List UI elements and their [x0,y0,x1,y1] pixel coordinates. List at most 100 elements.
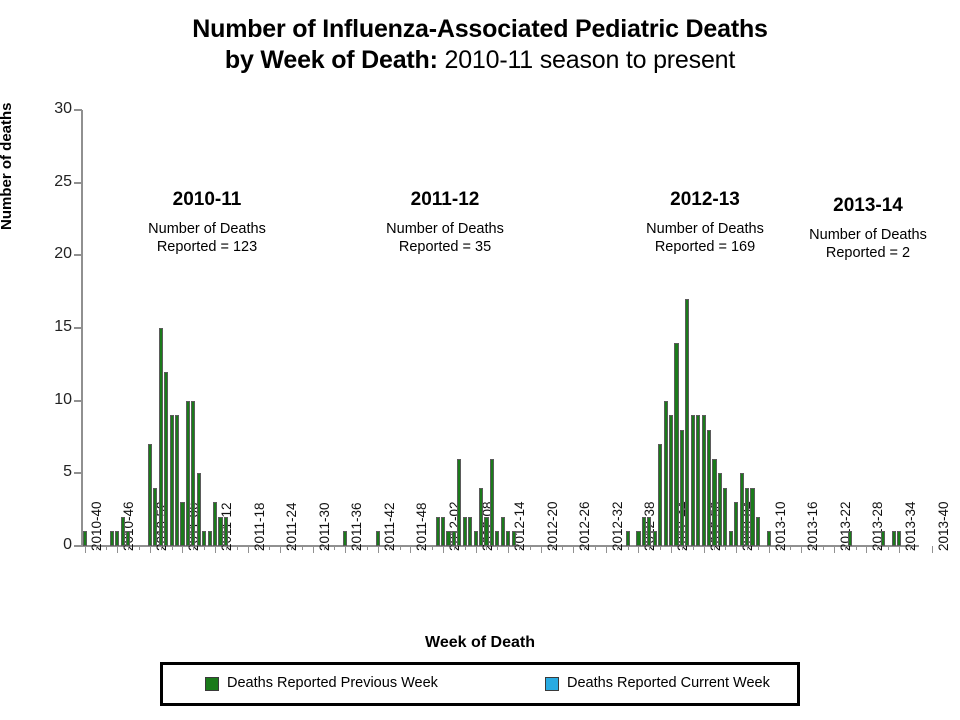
bar [473,531,478,546]
y-axis-tick [74,181,82,184]
y-axis-tick [74,109,82,111]
x-axis-minor-tick [106,546,108,550]
season-total-line2: Reported = 2 [825,245,911,261]
bar [489,458,494,546]
x-axis-minor-tick [714,546,716,550]
season-label: 2011-12 [410,189,480,210]
x-axis-minor-tick [486,546,488,550]
x-axis-minor-tick [866,546,868,550]
y-axis-tick-label: 5 [63,463,72,481]
x-axis-minor-tick [204,546,206,550]
bar [712,458,717,546]
x-axis-minor-tick [225,546,227,550]
x-axis-minor-tick [736,546,738,550]
bar [212,502,218,546]
x-axis-minor-tick [149,546,151,550]
x-axis-minor-tick [464,546,466,550]
x-axis-minor-tick [725,546,727,550]
bar [717,473,722,546]
bar [375,531,380,546]
x-axis-minor-tick [551,546,553,550]
bar [478,487,484,546]
x-axis-minor-tick [909,546,911,550]
x-axis-minor-tick [638,546,640,550]
season-label: 2012-13 [670,189,740,210]
bar [679,429,684,546]
x-axis-minor-tick [291,546,292,550]
y-axis-tick [74,254,82,257]
bar [668,415,674,546]
x-axis-minor-tick [139,546,140,550]
x-axis-minor-tick [215,546,216,550]
season-total-text: Number of Deaths Reported = 169 [590,220,820,256]
x-axis-minor-tick [681,546,683,550]
legend-label: Deaths Reported Previous Week [227,675,438,691]
x-axis-minor-tick [768,546,770,550]
season-annotation-2011-12: 2011-12 Number of Deaths Reported = 35 [330,188,560,256]
bar [755,516,760,546]
green-square-icon [205,676,219,691]
x-axis-minor-tick [247,546,249,550]
bar [451,531,456,546]
bar [636,531,641,546]
bar [484,516,489,546]
title-line-2-bold: by Week of Death: [224,46,438,74]
x-axis-minor-tick [117,546,119,550]
bar [158,328,163,546]
bar [126,531,131,546]
y-axis-tick-label: 20 [54,245,72,263]
bar [652,531,657,546]
x-axis-minor-tick [171,546,173,550]
legend-item-2[interactable]: Deaths Reported Current Week [545,676,770,691]
title-line-1: Number of Influenza-Associated Pediatric… [192,15,768,43]
blue-square-icon [545,676,559,691]
x-axis-minor-tick [529,546,531,550]
x-axis-minor-tick [345,546,347,550]
x-axis-minor-tick [888,546,890,550]
y-axis-tick-label: 30 [54,100,72,117]
bar [739,473,744,546]
bar [185,400,190,546]
y-axis-tick [74,545,82,547]
x-axis-minor-tick [258,546,260,550]
x-axis-minor-tick [562,546,564,550]
x-axis-minor-tick [605,546,607,550]
x-axis-minor-tick [584,546,586,550]
y-axis-tick [74,472,82,475]
bar [120,516,125,546]
season-total-line1: Number of Deaths [809,227,927,243]
bar [658,444,663,546]
x-axis-minor-tick [497,546,499,550]
x-axis-minor-tick [877,546,879,550]
x-axis-minor-tick [519,546,520,550]
x-axis-minor-tick [84,546,86,550]
bar [180,502,185,546]
x-axis-minor-tick [323,546,325,550]
x-axis-minor-tick [747,546,748,550]
x-axis-minor-tick [627,546,629,550]
bar [435,516,440,546]
bar [202,531,207,546]
legend-item-1[interactable]: Deaths Reported Previous Week [205,676,438,691]
bar [766,531,771,546]
x-axis-minor-tick [671,546,672,550]
bar [446,531,451,546]
x-axis-minor-tick [823,546,824,550]
x-axis-minor-tick [236,546,238,550]
bar [218,516,223,546]
x-axis-tick-label: 2013-40 [935,501,951,551]
x-axis-tick [931,546,933,553]
bar [196,473,201,546]
y-axis-tick-label: 15 [54,318,72,335]
x-axis-minor-tick [269,546,271,550]
bar [685,298,690,546]
chart-title: Number of Influenza-Associated Pediatric… [0,0,960,76]
bar [506,531,511,546]
x-axis-minor-tick [356,546,358,550]
y-axis-title: Number of deaths [0,102,15,230]
x-axis-minor-tick [616,546,618,550]
x-axis-minor-tick [280,546,282,550]
bar [744,487,750,546]
bar [701,415,706,546]
